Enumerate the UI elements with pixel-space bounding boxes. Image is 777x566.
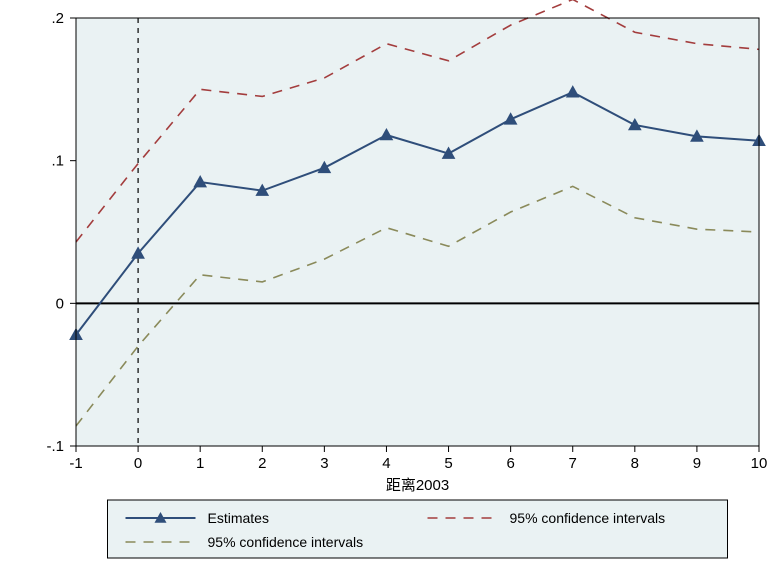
x-tick-label: 7 (569, 455, 577, 472)
plot-area (76, 18, 759, 446)
x-tick-label: 4 (382, 455, 390, 472)
x-tick-label: 1 (196, 455, 204, 472)
legend-label: 95% confidence intervals (510, 510, 666, 526)
x-tick-label: 5 (444, 455, 452, 472)
x-tick-label: 8 (631, 455, 639, 472)
x-tick-label: 6 (506, 455, 514, 472)
x-tick-label: 3 (320, 455, 328, 472)
y-tick-label: .1 (51, 153, 64, 170)
legend: Estimates 95% confidence intervals 95% con… (108, 500, 728, 558)
x-tick-label: 10 (751, 455, 768, 472)
x-tick-label: -1 (69, 455, 82, 472)
x-axis-label: 距离2003 (386, 477, 449, 494)
x-tick-label: 9 (693, 455, 701, 472)
legend-label: 95% confidence intervals (208, 534, 364, 550)
y-tick-label: -.1 (46, 438, 64, 455)
x-tick-label: 2 (258, 455, 266, 472)
y-tick-label: 0 (56, 295, 64, 312)
x-tick-label: 0 (134, 455, 142, 472)
event-study-chart: -1 0 1 2 3 4 5 6 7 8 9 10 距离2003 -.1 0 .1 .2 Estimates 95%… (0, 0, 777, 566)
legend-label: Estimates (208, 510, 269, 526)
y-tick-label: .2 (51, 10, 64, 27)
